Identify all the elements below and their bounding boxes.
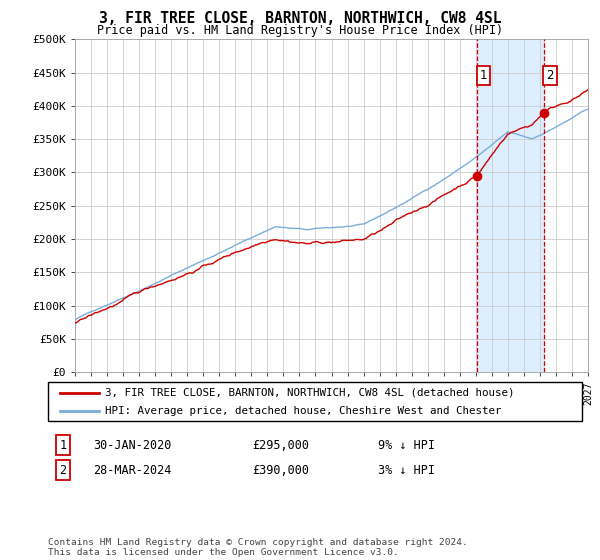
Text: Contains HM Land Registry data © Crown copyright and database right 2024.
This d: Contains HM Land Registry data © Crown c…	[48, 538, 468, 557]
Text: 9% ↓ HPI: 9% ↓ HPI	[378, 438, 435, 452]
Text: 3, FIR TREE CLOSE, BARNTON, NORTHWICH, CW8 4SL: 3, FIR TREE CLOSE, BARNTON, NORTHWICH, C…	[99, 11, 501, 26]
Text: Price paid vs. HM Land Registry's House Price Index (HPI): Price paid vs. HM Land Registry's House …	[97, 24, 503, 36]
Text: 2: 2	[546, 69, 554, 82]
Text: 3% ↓ HPI: 3% ↓ HPI	[378, 464, 435, 477]
Text: 30-JAN-2020: 30-JAN-2020	[93, 438, 172, 452]
Text: 28-MAR-2024: 28-MAR-2024	[93, 464, 172, 477]
Bar	[477, 39, 544, 372]
Text: £390,000: £390,000	[252, 464, 309, 477]
Text: 1: 1	[59, 438, 67, 452]
Text: 2: 2	[59, 464, 67, 477]
Text: 3, FIR TREE CLOSE, BARNTON, NORTHWICH, CW8 4SL (detached house): 3, FIR TREE CLOSE, BARNTON, NORTHWICH, C…	[105, 388, 515, 398]
Text: £295,000: £295,000	[252, 438, 309, 452]
Text: 1: 1	[479, 69, 487, 82]
Text: HPI: Average price, detached house, Cheshire West and Chester: HPI: Average price, detached house, Ches…	[105, 405, 502, 416]
